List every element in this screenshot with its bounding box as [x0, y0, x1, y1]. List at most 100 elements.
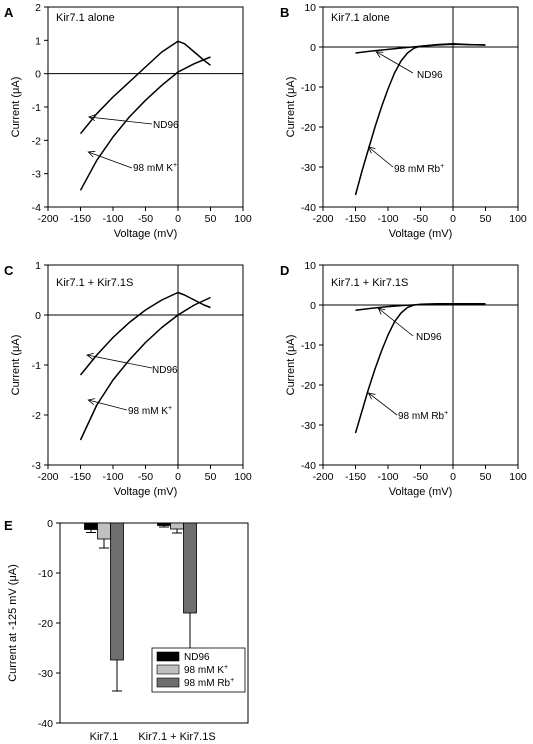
panel-b-annotation-label: ND96 [417, 70, 443, 81]
panel-e-bar [157, 522, 171, 526]
panel-b-xtick-label: -100 [377, 213, 398, 225]
panel-b-xtick-label: 100 [509, 213, 527, 225]
panel-d-frame [322, 264, 519, 466]
panel-a-series-high-k [79, 56, 211, 191]
panel-a-annotation-label: 98 mM K+ [133, 162, 177, 174]
panel-c-frame [47, 264, 244, 466]
panel-c-xtick-label: -150 [70, 471, 91, 483]
panel-d-annotation-label: 98 mM Rb+ [398, 410, 448, 422]
panel-a-annotation-arrowhead [88, 114, 96, 122]
panel-b-ytick-label: -20 [301, 122, 316, 134]
panel-e-ytick-label: -30 [38, 668, 53, 680]
panel-d-annotation-arrowhead [377, 307, 386, 315]
panel-c: C -200 -150 -100 -50 0 50 100 -3 -2 -1 0 1 Voltage (m… [4, 260, 252, 498]
panel-a-letter: A [4, 5, 14, 20]
panel-c-xtick-label: 0 [175, 471, 181, 483]
panel-d-xtick-label: 50 [480, 471, 492, 483]
panel-a-xtick-label: 100 [234, 213, 252, 225]
panel-b: B-200 -150 -100 -50 0 50 100-40-30-20-10010Vol… [280, 2, 527, 240]
panel-c-xtick-label: -100 [102, 471, 123, 483]
panel-b-ytick-label: 0 [310, 42, 316, 54]
panel-e-category-label: Kir7.1 + Kir7.1S [138, 731, 215, 743]
panel-d-annotation-arrow [368, 392, 398, 416]
panel-d-ytick-label: -30 [301, 420, 316, 432]
panel-d-ylabel: Current (μA) [285, 335, 297, 396]
panel-e-ylabel: Current at -125 mV (μA) [7, 564, 19, 682]
panel-c-annotation-arrowhead [87, 398, 96, 405]
panel-b-xlabel: Voltage (mV) [389, 228, 453, 240]
panel-a-xlabel: Voltage (mV) [114, 228, 178, 240]
panel-b-annotation-arrow [376, 51, 414, 74]
panel-d-ytick-label: -10 [301, 340, 316, 352]
panel-c-ylabel: Current (μA) [10, 335, 22, 396]
panel-a-ylabel: Current (μA) [10, 77, 22, 138]
panel-b-frame [322, 6, 519, 208]
panel-c-xtick-label: 50 [205, 471, 217, 483]
panel-c-letter: C [4, 263, 14, 278]
panel-c-xtick-label: 100 [234, 471, 252, 483]
panel-b-ytick-label: -30 [301, 162, 316, 174]
panel-b-series-high-k [354, 43, 486, 196]
panel-d-xtick-label: 100 [509, 471, 527, 483]
panel-a-xtick-label: -150 [70, 213, 91, 225]
panel-e-legend-label: 98 mM Rb+ [184, 677, 234, 689]
panel-b-annotation-arrow [368, 146, 394, 168]
panel-b-xtick-label: 0 [450, 213, 456, 225]
panel-b-ytick-label: 10 [304, 2, 316, 14]
panel-e-bar [110, 522, 124, 661]
panel-a-ytick-label: 0 [35, 69, 41, 81]
panel-e-ytick-label: -20 [38, 618, 53, 630]
panel-e-bar [170, 522, 184, 530]
panel-e-legend-label: 98 mM K+ [184, 664, 228, 676]
panel-a: A -200 -150 -100 -50 0 50 100 -4 -3 -2 -1 0 1 2 Voltage… [4, 2, 252, 240]
panel-c-series-nd96 [79, 291, 211, 376]
panel-e-bar [183, 522, 197, 614]
panel-b-ylabel: Current (μA) [285, 77, 297, 138]
panel-c-ytick-label: -2 [32, 410, 41, 422]
panel-c-series-high-k [79, 296, 211, 441]
panel-b-annotation-label: 98 mM Rb+ [394, 163, 444, 175]
panel-c-annotation-arrow [86, 354, 153, 369]
panel-a-annotation-arrow [88, 116, 153, 125]
panel-c-annotation-label: ND96 [152, 365, 178, 376]
panel-d-title: Kir7.1 + Kir7.1S [331, 277, 408, 289]
panel-d-annotation-arrow [378, 307, 414, 337]
panel-c-xtick-label: -200 [37, 471, 58, 483]
panel-a-ytick-label: -1 [32, 102, 41, 114]
panel-e-frame [59, 522, 249, 724]
panel-e-ytick-label: -40 [38, 718, 53, 730]
panel-a-frame [47, 6, 244, 208]
panel-a-ytick-label: -4 [32, 202, 41, 214]
panel-a-annotation-arrowhead [87, 150, 96, 158]
panel-a-xtick-label: -50 [138, 213, 153, 225]
panel-a-xtick-label: 0 [175, 213, 181, 225]
panel-d-ytick-label: 0 [310, 300, 316, 312]
panel-c-annotation-arrowhead [86, 352, 94, 360]
panel-c-title: Kir7.1 + Kir7.1S [56, 277, 133, 289]
panel-a-ytick-label: 2 [35, 2, 41, 14]
panel-b-ytick-label: -40 [301, 202, 316, 214]
panel-e-legend-swatch [156, 677, 180, 688]
panel-a-xtick-label: 50 [205, 213, 217, 225]
panel-e-ytick-label: -10 [38, 568, 53, 580]
panel-d-annotation-label: ND96 [416, 332, 442, 343]
panel-c-xlabel: Voltage (mV) [114, 486, 178, 498]
panel-c-ytick-label: -3 [32, 460, 41, 472]
panel-d-series-high-k [354, 303, 486, 434]
panel-a-title: Kir7.1 alone [56, 12, 115, 24]
panel-c-annotation-label: 98 mM K+ [128, 405, 172, 417]
panel-a-series-nd96 [79, 40, 211, 135]
panel-d: D-200 -150 -100 -50 0 50 100-40-30-20-10010Vol… [280, 260, 527, 498]
panel-b-ytick-label: -10 [301, 82, 316, 94]
panel-d-xtick-label: -200 [312, 471, 333, 483]
panel-d-ytick-label: 10 [304, 260, 316, 272]
panel-a-annotation-arrow [88, 151, 133, 169]
panel-e-bar [84, 522, 98, 530]
panel-c-annotation-arrow [88, 399, 128, 411]
panel-d-xtick-label: -100 [377, 471, 398, 483]
panel-e-bar [97, 522, 111, 540]
panel-a-xtick-label: -200 [37, 213, 58, 225]
panel-b-annotation-arrowhead [375, 51, 384, 58]
panel-e-legend-swatch [156, 664, 180, 675]
